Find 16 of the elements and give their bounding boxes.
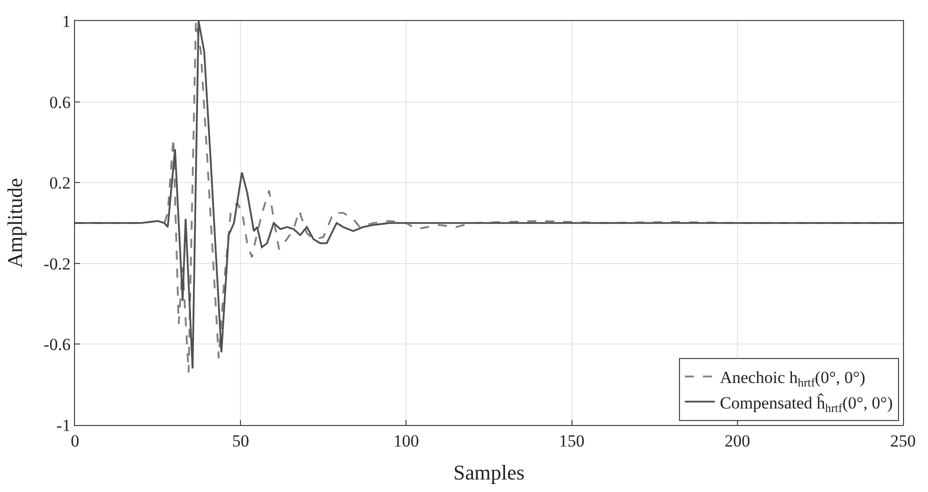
y-axis-title: Amplitude [2,178,27,268]
y-tick-label: 0.2 [49,174,71,193]
x-tick-label: 100 [393,431,419,450]
y-tick-label: -1 [56,416,71,435]
x-tick-label: 50 [232,431,250,450]
x-tick-label: 150 [559,431,585,450]
y-tick-label: 1 [62,12,71,31]
legend-label: Compensated ĥ$_{hrtf}$(0°, 0°) [720,393,893,415]
x-tick-label: 200 [724,431,750,450]
y-tick-label: -0.6 [44,335,71,354]
x-tick-label: 250 [890,431,916,450]
x-tick-label: 0 [70,431,80,450]
y-tick-label: -0.2 [44,254,71,274]
y-tick-label: 0.6 [49,92,71,112]
x-axis-title: Samples [453,460,525,485]
legend-label: Anechoic h$_{hrtf}$(0°, 0°) [720,368,866,390]
